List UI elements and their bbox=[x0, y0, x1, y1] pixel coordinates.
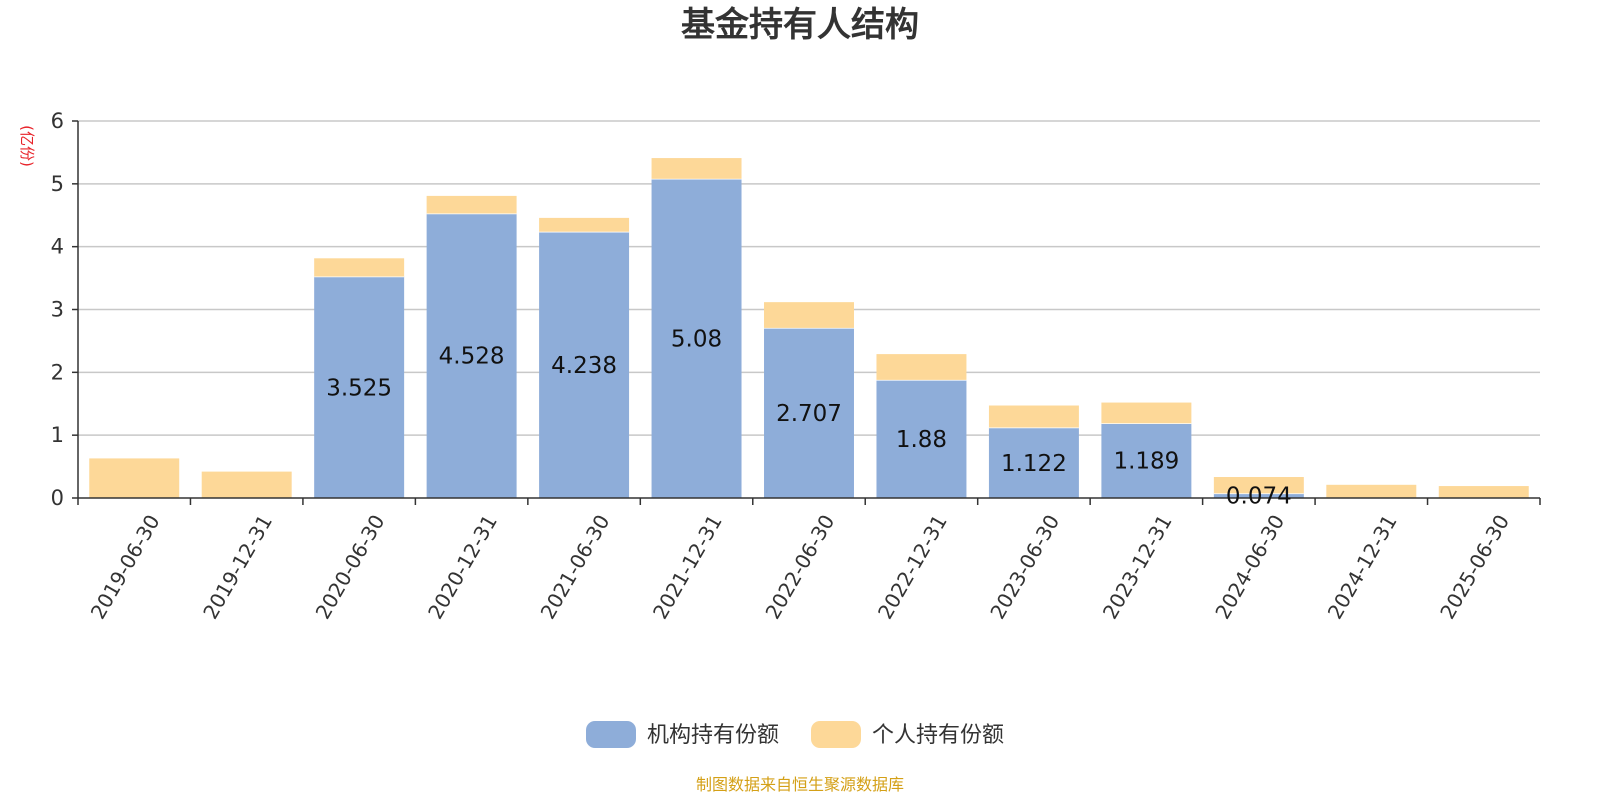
bars bbox=[89, 158, 1529, 498]
legend[interactable]: 机构持有份额 个人持有份额 bbox=[586, 721, 1004, 748]
legend-swatch-institutional[interactable] bbox=[586, 721, 636, 748]
bar-institutional[interactable] bbox=[764, 327, 854, 498]
bar-institutional[interactable] bbox=[314, 276, 405, 498]
x-tick-label: 2019-12-31 bbox=[198, 511, 277, 624]
bar-value-label: 5.08 bbox=[671, 326, 722, 352]
bar-individual[interactable] bbox=[426, 195, 517, 214]
x-tick-label: 2022-12-31 bbox=[873, 511, 952, 624]
bar-individual[interactable] bbox=[1101, 402, 1192, 424]
x-tick-label: 2020-06-30 bbox=[311, 511, 390, 624]
bar-value-label: 1.189 bbox=[1113, 449, 1179, 475]
y-tick-label: 3 bbox=[51, 298, 64, 322]
bar-individual[interactable] bbox=[651, 158, 742, 179]
x-tick-label: 2021-06-30 bbox=[536, 511, 615, 624]
source-note: 制图数据来自恒生聚源数据库 bbox=[696, 775, 904, 794]
legend-swatch-individual[interactable] bbox=[811, 721, 861, 748]
bar-institutional[interactable] bbox=[426, 213, 517, 498]
x-tick-label: 2024-06-30 bbox=[1210, 511, 1289, 624]
bar-individual[interactable] bbox=[539, 217, 630, 232]
bar-individual[interactable] bbox=[1213, 477, 1304, 494]
x-tick-label: 2023-12-31 bbox=[1098, 511, 1177, 624]
bar-individual[interactable] bbox=[764, 302, 854, 328]
bar-individual[interactable] bbox=[1438, 486, 1529, 498]
bar-institutional[interactable] bbox=[651, 178, 742, 498]
bar-individual[interactable] bbox=[1326, 484, 1417, 498]
bar-individual[interactable] bbox=[988, 405, 1079, 428]
bar-value-label: 4.238 bbox=[551, 353, 617, 379]
bar-institutional[interactable] bbox=[988, 427, 1079, 498]
y-tick-label: 5 bbox=[51, 172, 64, 196]
x-tick-label: 2019-06-30 bbox=[86, 511, 165, 624]
bar-institutional[interactable] bbox=[1213, 493, 1304, 498]
bar-value-label: 4.528 bbox=[439, 344, 505, 370]
bar-value-label: 1.122 bbox=[1001, 451, 1067, 477]
y-tick-label: 6 bbox=[51, 109, 64, 133]
x-tick-label: 2025-06-30 bbox=[1435, 511, 1514, 624]
bar-institutional[interactable] bbox=[876, 379, 967, 498]
x-tick-label: 2020-12-31 bbox=[423, 510, 502, 623]
x-tick-label: 2023-06-30 bbox=[985, 511, 1064, 624]
y-tick-label: 1 bbox=[51, 423, 64, 447]
legend-label-institutional[interactable]: 机构持有份额 bbox=[647, 723, 779, 748]
bar-value-label: 1.88 bbox=[896, 427, 947, 453]
x-tick-label: 2024-12-31 bbox=[1323, 511, 1402, 624]
bar-value-label: 0.074 bbox=[1226, 484, 1292, 510]
bar-individual[interactable] bbox=[201, 471, 292, 498]
bar-value-label: 2.707 bbox=[776, 401, 842, 427]
y-tick-label: 4 bbox=[51, 235, 64, 259]
bar-institutional[interactable] bbox=[1101, 423, 1192, 498]
bar-labels: 3.525 4.528 4.238 5.08 2.707 1.88 1.122 1.189 0.… bbox=[326, 326, 1292, 509]
bar-individual[interactable] bbox=[876, 354, 967, 380]
y-tick-label: 0 bbox=[51, 486, 64, 510]
y-axis-unit: (亿份) bbox=[18, 125, 36, 167]
legend-label-individual[interactable]: 个人持有份额 bbox=[872, 723, 1004, 748]
bar-individual[interactable] bbox=[314, 258, 405, 277]
chart-title: 基金持有人结构 bbox=[681, 5, 919, 45]
y-tick-label: 2 bbox=[51, 360, 64, 384]
x-tick-label: 2022-06-30 bbox=[760, 511, 839, 624]
bar-value-label: 3.525 bbox=[326, 375, 392, 401]
bar-individual[interactable] bbox=[89, 458, 180, 498]
x-tick-label: 2021-12-31 bbox=[648, 511, 727, 624]
bar-institutional[interactable] bbox=[539, 231, 630, 498]
